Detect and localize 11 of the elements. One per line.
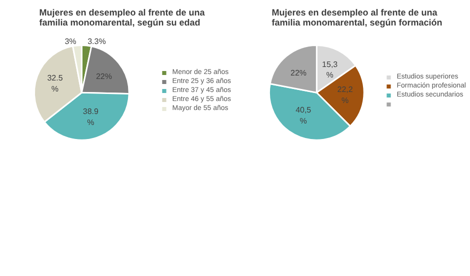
data-label: 3.3% bbox=[88, 36, 106, 46]
data-label: 22,2 % bbox=[337, 85, 354, 105]
chart-title: Mujeres en desempleo al frente de una familia monomarental, según su edad bbox=[39, 8, 206, 28]
data-label: 15,3 % bbox=[322, 60, 338, 80]
chart-title: Mujeres en desempleo al frente de una familia monomarental, según formación bbox=[272, 8, 442, 28]
data-label: 32.5 % bbox=[47, 74, 64, 94]
data-label: 40,5 % bbox=[296, 106, 312, 126]
data-label: 22% bbox=[290, 68, 307, 78]
data-label: 38.9 % bbox=[82, 107, 99, 128]
data-label: 22% bbox=[96, 72, 112, 82]
data-label: 3% bbox=[64, 36, 76, 46]
